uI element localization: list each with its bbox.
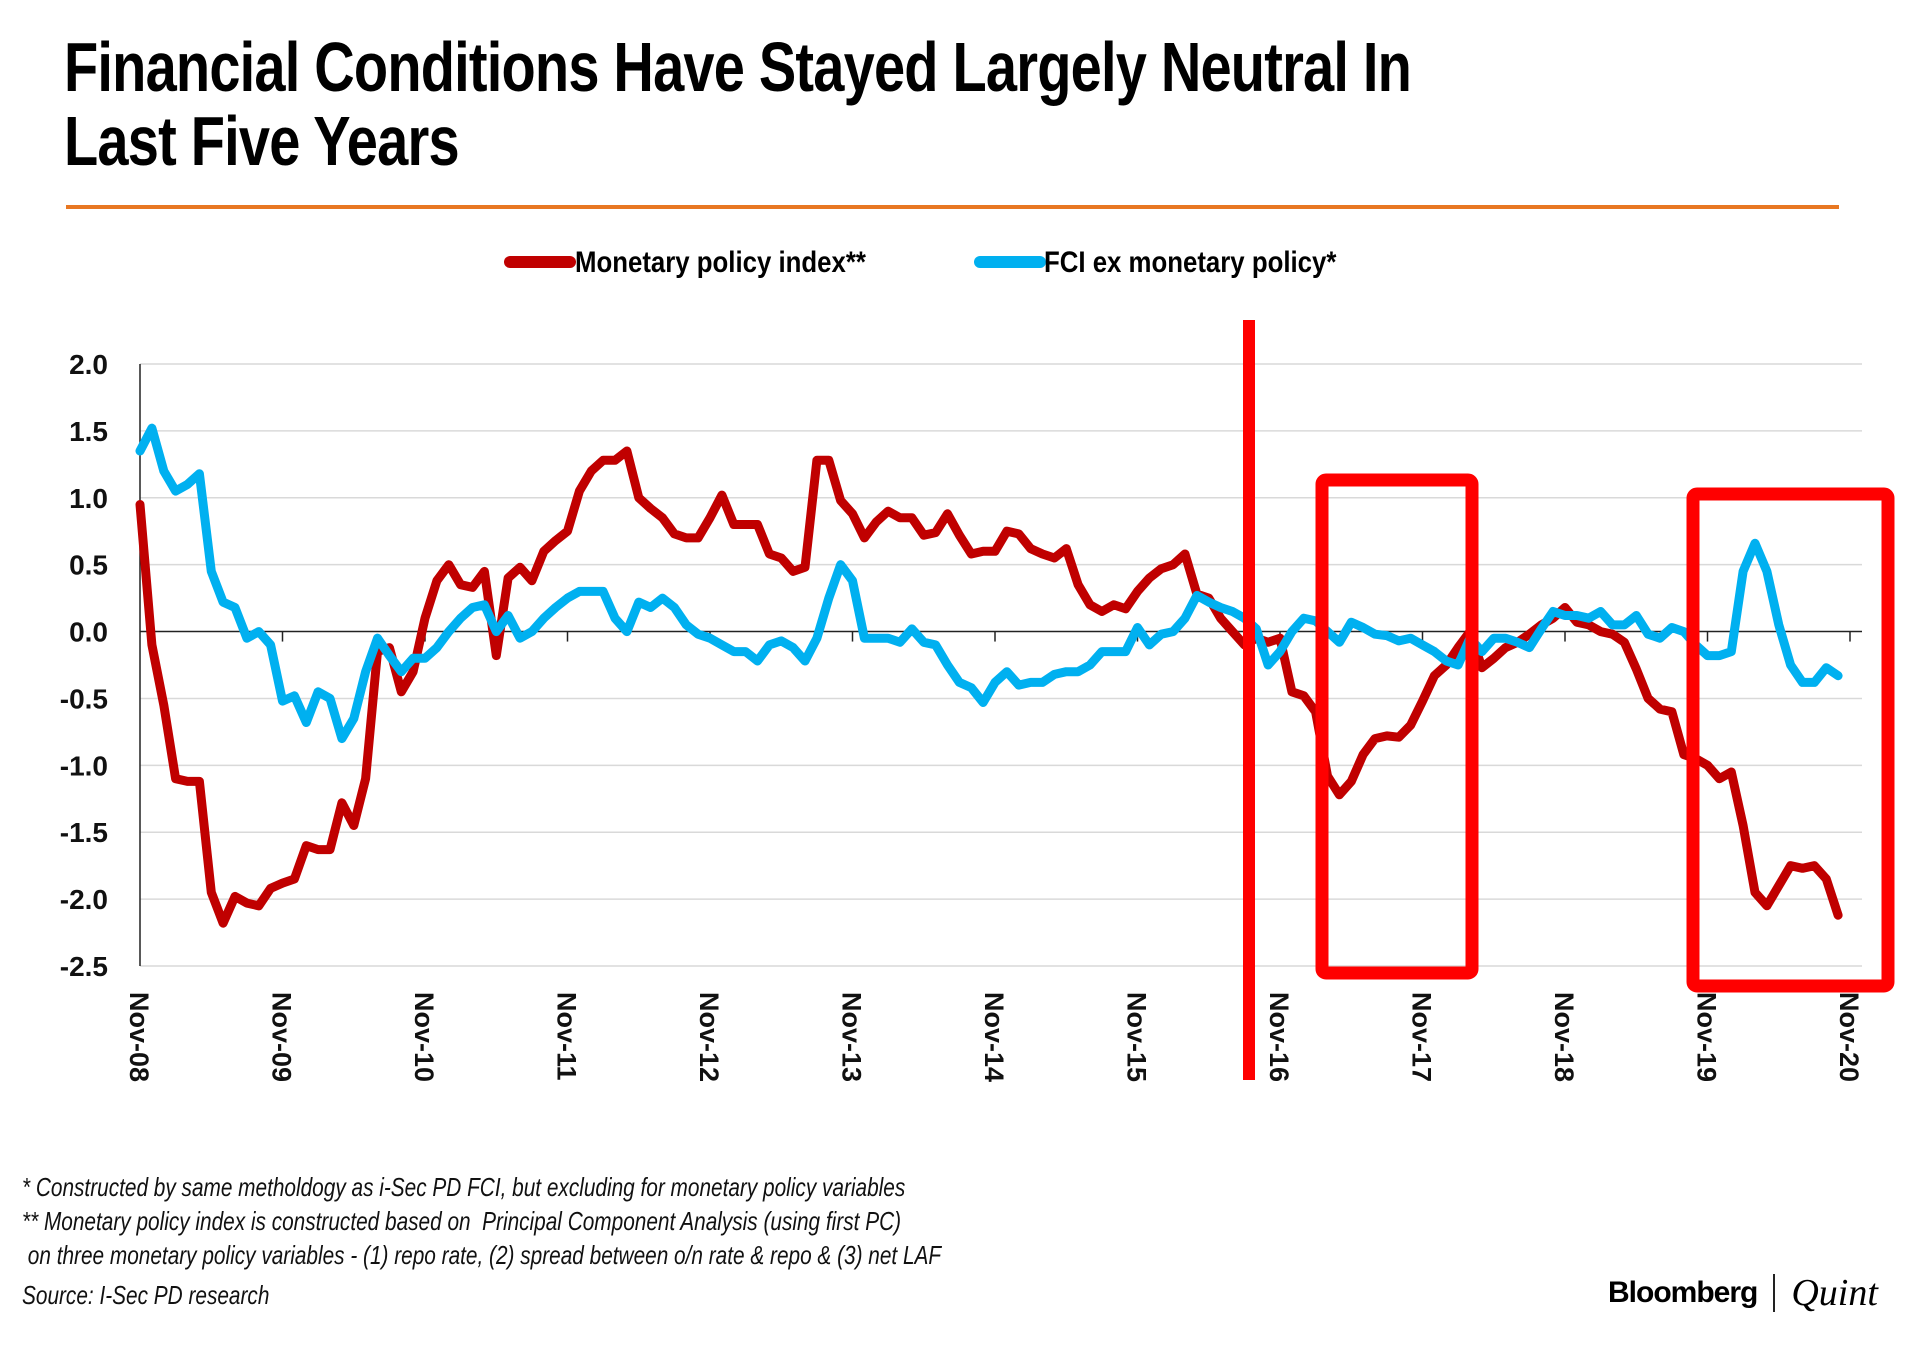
- footnote-1: * Constructed by same metholdogy as i-Se…: [22, 1172, 906, 1202]
- brand-logo: Bloomberg Quint: [1608, 1268, 1878, 1318]
- brand-separator: [1773, 1274, 1776, 1312]
- line-chart: Monetary policy index** FCI ex monetary …: [60, 245, 1895, 1082]
- x-tick-label: Nov-15: [1122, 992, 1152, 1082]
- x-tick-label: Nov-20: [1834, 992, 1864, 1082]
- x-tick-label: Nov-13: [837, 992, 867, 1082]
- y-tick-label: 0.5: [69, 550, 108, 581]
- brand-quint: Quint: [1791, 1272, 1878, 1314]
- x-tick-label: Nov-11: [552, 992, 582, 1081]
- annotation-box-2017: [1315, 473, 1479, 980]
- footnote-3: on three monetary policy variables - (1)…: [22, 1240, 942, 1270]
- x-tick-label: Nov-18: [1549, 992, 1579, 1082]
- legend-label-monetary-policy-index: Monetary policy index**: [575, 245, 866, 278]
- x-tick-label: Nov-19: [1692, 992, 1722, 1082]
- y-tick-label: 1.5: [69, 416, 108, 447]
- y-tick-label: -1.0: [60, 750, 108, 781]
- x-tick-label: Nov-10: [409, 992, 439, 1082]
- x-tick-label: Nov-12: [694, 992, 724, 1082]
- legend: Monetary policy index** FCI ex monetary …: [504, 245, 1336, 278]
- x-axis-ticks: Nov-08 Nov-09 Nov-10 Nov-11 Nov-12 Nov-13 Nov-…: [124, 631, 1864, 1082]
- x-tick-label: Nov-09: [267, 992, 297, 1082]
- x-tick-label: Nov-17: [1407, 992, 1437, 1082]
- x-tick-label: Nov-14: [979, 992, 1009, 1082]
- brand-bloomberg: Bloomberg: [1608, 1276, 1758, 1309]
- y-tick-label: 0.0: [69, 617, 108, 648]
- chart-title-line-2: Last Five Years: [64, 102, 460, 180]
- x-tick-label: Nov-08: [124, 992, 154, 1082]
- title-divider: [66, 205, 1839, 209]
- x-tick-label: Nov-16: [1264, 992, 1294, 1082]
- y-tick-label: -2.0: [60, 884, 108, 915]
- y-axis-ticks: 2.0 1.5 1.0 0.5 0.0 -0.5 -1.0 -1.5 -2.0 -2.5: [60, 349, 108, 982]
- annotations: [1243, 320, 1895, 1080]
- footnote-2: ** Monetary policy index is constructed …: [22, 1206, 902, 1236]
- source-note: Source: I-Sec PD research: [22, 1280, 270, 1310]
- y-tick-label: 2.0: [69, 349, 108, 380]
- axes: [139, 364, 1862, 966]
- footnotes: * Constructed by same metholdogy as i-Se…: [22, 1170, 1062, 1312]
- annotation-box-2020: [1686, 487, 1895, 993]
- y-tick-label: 1.0: [69, 483, 108, 514]
- y-tick-label: -2.5: [60, 951, 108, 982]
- legend-label-fci-ex-monetary-policy: FCI ex monetary policy*: [1044, 245, 1336, 278]
- series-line-fci-ex-monetary-policy: [135, 423, 1843, 744]
- gridlines: [140, 363, 1862, 967]
- y-tick-label: -1.5: [60, 817, 108, 848]
- series-lines: [135, 423, 1843, 928]
- chart-title-line-1: Financial Conditions Have Stayed Largely…: [64, 28, 1412, 106]
- y-tick-label: -0.5: [60, 683, 108, 714]
- chart-title: Financial Conditions Have Stayed Largely…: [64, 30, 1424, 178]
